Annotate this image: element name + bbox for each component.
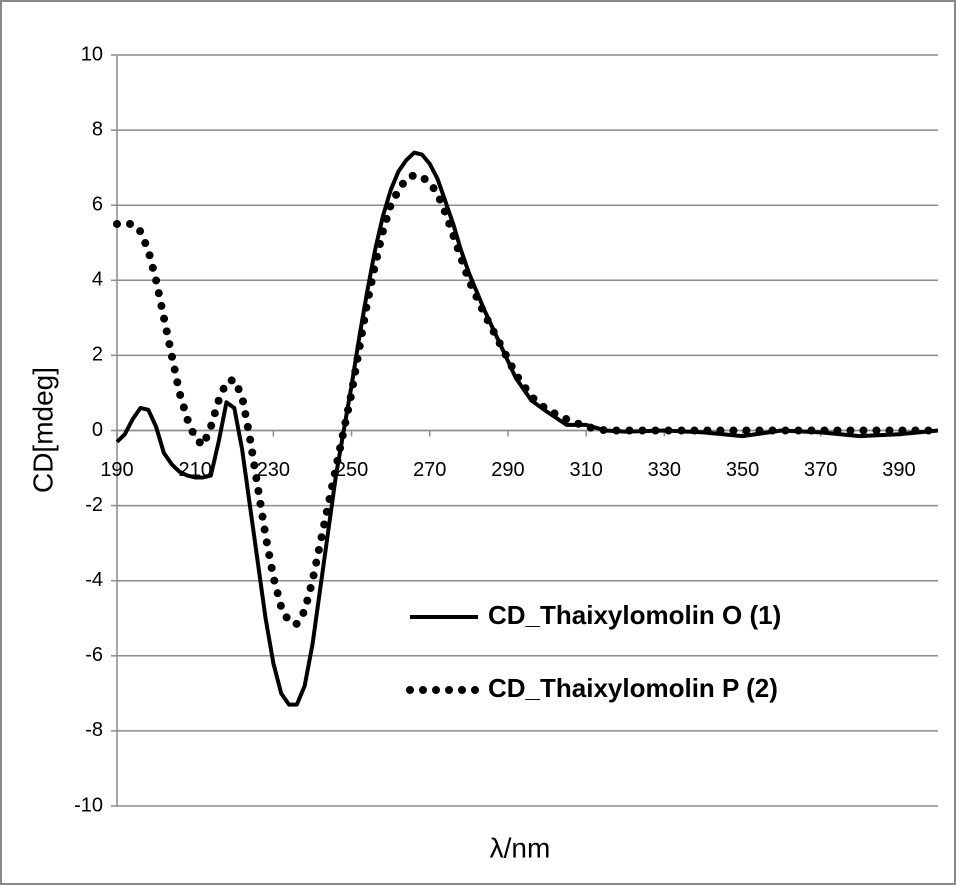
x-axis-title: λ/nm [490, 832, 551, 863]
x-tick-label: 370 [804, 459, 837, 481]
x-tick-label: 390 [882, 459, 915, 481]
y-tick-label: -2 [85, 494, 103, 516]
y-tick-label: 2 [92, 344, 103, 366]
y-tick-label: -4 [85, 569, 103, 591]
x-tick-label: 330 [648, 459, 681, 481]
x-tick-label: 350 [726, 459, 759, 481]
x-tick-label: 270 [413, 459, 446, 481]
y-tick-label: 4 [92, 269, 103, 291]
y-tick-label: 10 [81, 43, 103, 65]
x-tick-label: 310 [569, 459, 602, 481]
y-tick-label: 8 [92, 118, 103, 140]
x-tick-label: 290 [491, 459, 524, 481]
x-tick-label: 190 [100, 459, 133, 481]
y-tick-label: -10 [74, 794, 103, 816]
y-tick-label: 0 [92, 419, 103, 441]
legend-label: CD_Thaixylomolin P (2) [488, 673, 778, 703]
legend-label: CD_Thaixylomolin O (1) [488, 600, 781, 630]
series-line [113, 170, 942, 629]
x-tick-label: 250 [335, 459, 368, 481]
y-axis-title: CD[mdeg] [27, 367, 58, 493]
x-tick-label: 230 [257, 459, 290, 481]
y-tick-label: 6 [92, 193, 103, 215]
y-tick-label: -8 [85, 719, 103, 741]
y-tick-label: -6 [85, 644, 103, 666]
